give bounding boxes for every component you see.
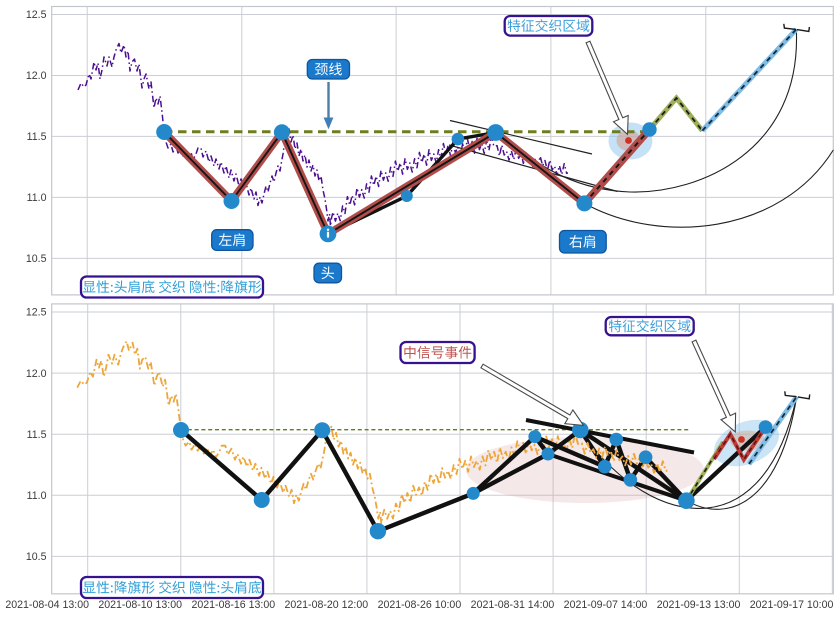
svg-text:2021-09-07 14:00: 2021-09-07 14:00 — [564, 599, 648, 611]
svg-text:2021-09-17 10:00: 2021-09-17 10:00 — [750, 599, 834, 611]
svg-text:10.5: 10.5 — [26, 551, 47, 563]
svg-text:2021-08-16 13:00: 2021-08-16 13:00 — [191, 599, 275, 611]
svg-text:11.5: 11.5 — [27, 131, 47, 143]
svg-text:11.5: 11.5 — [27, 429, 47, 441]
svg-text:11.0: 11.0 — [27, 490, 47, 502]
svg-text:12.5: 12.5 — [26, 307, 47, 319]
svg-text:2021-08-31 14:00: 2021-08-31 14:00 — [471, 599, 555, 611]
svg-text:10.5: 10.5 — [26, 253, 47, 265]
svg-text:12.0: 12.0 — [26, 368, 47, 380]
svg-text:11.0: 11.0 — [27, 192, 47, 204]
svg-text:12.5: 12.5 — [26, 9, 47, 21]
svg-text:2021-08-26 10:00: 2021-08-26 10:00 — [378, 599, 462, 611]
svg-text:2021-08-04 13:00: 2021-08-04 13:00 — [5, 599, 89, 611]
svg-text:2021-09-13 13:00: 2021-09-13 13:00 — [657, 599, 741, 611]
svg-text:2021-08-20 12:00: 2021-08-20 12:00 — [284, 599, 368, 611]
svg-text:2021-08-10 13:00: 2021-08-10 13:00 — [98, 599, 182, 611]
svg-text:12.0: 12.0 — [26, 70, 47, 82]
